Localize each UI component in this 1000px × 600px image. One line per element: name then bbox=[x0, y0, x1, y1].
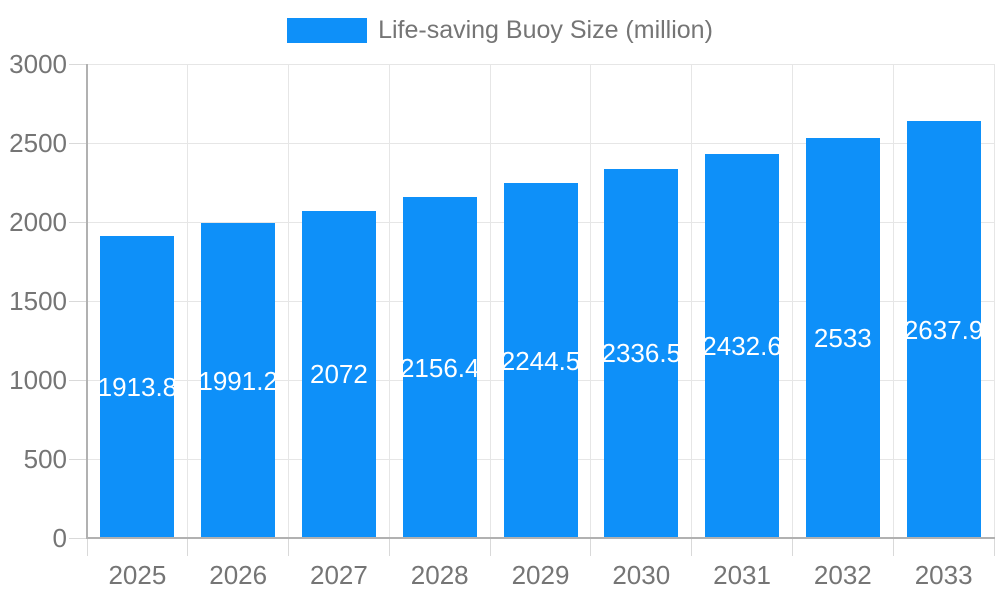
bar-value-label: 2533 bbox=[813, 322, 872, 353]
bar-value-label: 2072 bbox=[310, 359, 368, 390]
y-tick-label: 2500 bbox=[9, 128, 67, 158]
y-tick-label: 3000 bbox=[9, 49, 67, 79]
x-tick-label: 2026 bbox=[209, 560, 268, 590]
x-axis-tick bbox=[388, 538, 390, 556]
x-tick-label: 2025 bbox=[108, 560, 167, 590]
y-axis-line bbox=[86, 64, 88, 538]
y-axis-tick bbox=[69, 142, 87, 144]
x-tick-label: 2030 bbox=[612, 560, 671, 590]
gridline-horizontal bbox=[87, 63, 994, 65]
bar-value-label: 2156.4 bbox=[399, 352, 480, 383]
x-axis-tick bbox=[489, 538, 491, 556]
x-axis-tick bbox=[86, 538, 88, 556]
x-axis-tick bbox=[892, 538, 894, 556]
gridline-horizontal bbox=[87, 142, 994, 144]
bar[interactable] bbox=[201, 223, 276, 538]
gridline-vertical bbox=[388, 64, 390, 538]
bar[interactable] bbox=[604, 168, 679, 538]
x-axis-line bbox=[86, 537, 995, 539]
bar[interactable] bbox=[503, 183, 578, 538]
y-tick-label: 500 bbox=[23, 444, 67, 474]
x-tick-label: 2027 bbox=[310, 560, 368, 590]
legend-label: Life-saving Buoy Size (million) bbox=[378, 16, 713, 44]
y-axis-tick bbox=[69, 379, 87, 381]
x-axis-tick bbox=[590, 538, 592, 556]
gridline-vertical bbox=[791, 64, 793, 538]
y-axis-tick bbox=[69, 300, 87, 302]
bar[interactable] bbox=[805, 137, 880, 538]
y-axis-tick bbox=[69, 63, 87, 65]
bar-value-label: 2336.5 bbox=[601, 338, 682, 369]
gridline-vertical bbox=[187, 64, 189, 538]
bar[interactable] bbox=[301, 210, 376, 538]
y-tick-label: 2000 bbox=[9, 207, 67, 237]
x-axis-tick bbox=[691, 538, 693, 556]
legend[interactable]: Life-saving Buoy Size (million) bbox=[0, 17, 1000, 43]
x-axis-tick bbox=[791, 538, 793, 556]
gridline-vertical bbox=[288, 64, 290, 538]
bar-value-label: 2637.9 bbox=[903, 314, 984, 345]
bar-value-label: 2244.5 bbox=[500, 345, 581, 376]
x-tick-label: 2028 bbox=[410, 560, 469, 590]
bar[interactable] bbox=[906, 121, 981, 538]
bar-value-label: 1913.8 bbox=[97, 371, 178, 402]
x-tick-label: 2029 bbox=[511, 560, 570, 590]
bar[interactable] bbox=[402, 197, 477, 538]
bar[interactable] bbox=[100, 235, 175, 538]
gridline-vertical bbox=[993, 64, 995, 538]
x-axis-tick bbox=[288, 538, 290, 556]
x-axis-tick bbox=[993, 538, 995, 556]
legend-swatch bbox=[287, 17, 368, 43]
x-tick-label: 2033 bbox=[914, 560, 973, 590]
y-tick-label: 0 bbox=[52, 523, 67, 553]
x-axis-tick bbox=[187, 538, 189, 556]
y-tick-label: 1500 bbox=[9, 286, 67, 316]
gridline-vertical bbox=[691, 64, 693, 538]
gridline-vertical bbox=[590, 64, 592, 538]
gridline-vertical bbox=[892, 64, 894, 538]
gridline-vertical bbox=[489, 64, 491, 538]
y-axis-tick bbox=[69, 221, 87, 223]
y-axis-tick bbox=[69, 537, 87, 539]
x-tick-label: 2032 bbox=[813, 560, 872, 590]
x-tick-label: 2031 bbox=[713, 560, 771, 590]
bar[interactable] bbox=[705, 153, 780, 538]
y-tick-label: 1000 bbox=[9, 365, 67, 395]
bar-value-label: 2432.6 bbox=[702, 330, 782, 361]
bar-value-label: 1991.2 bbox=[198, 365, 278, 396]
y-axis-tick bbox=[69, 458, 87, 460]
